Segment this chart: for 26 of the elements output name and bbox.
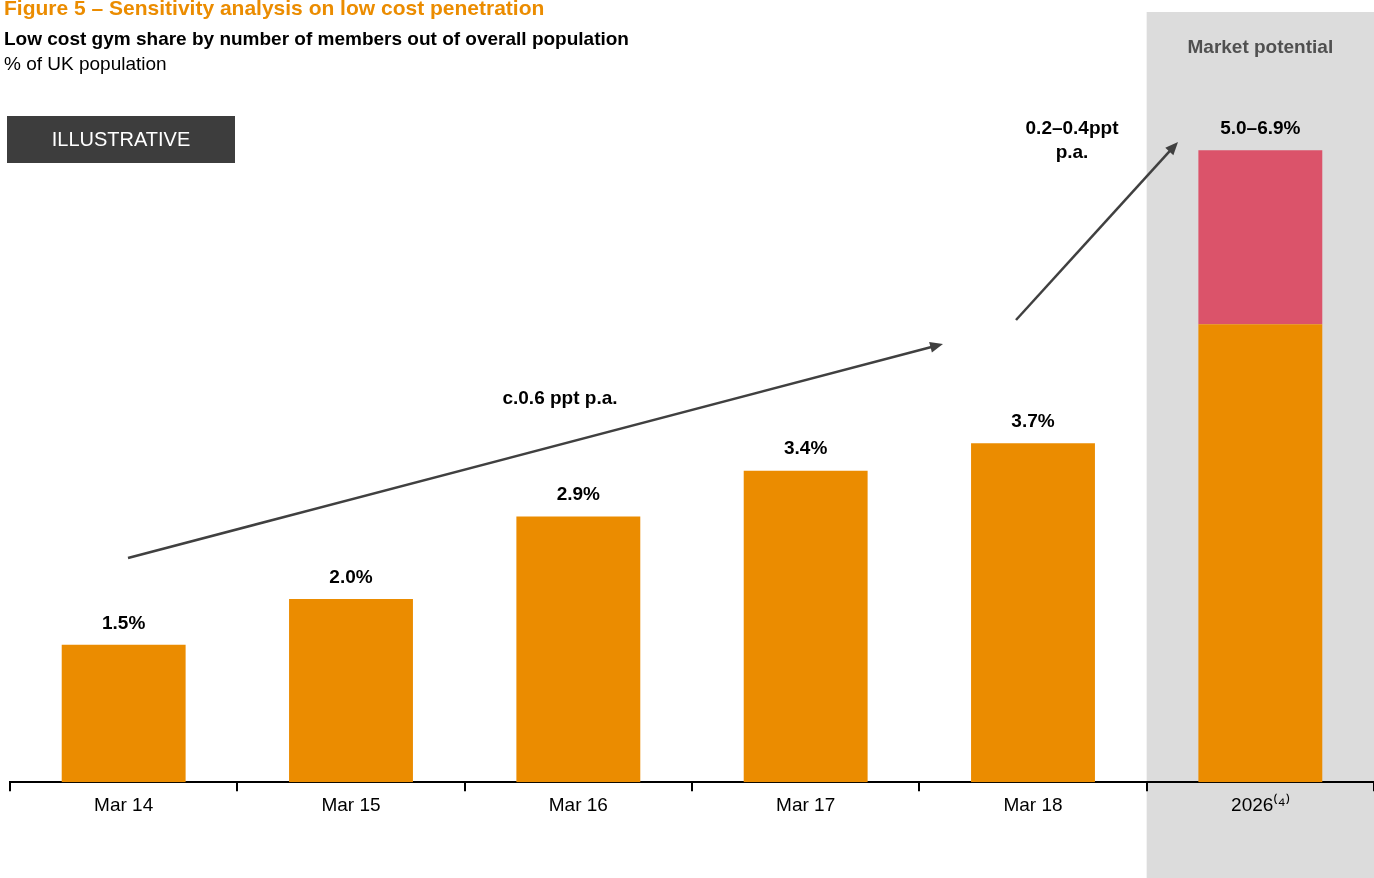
band-label: Market potential (1187, 36, 1334, 58)
x-tick-label: Mar 14 (94, 793, 154, 815)
data-label: 1.5% (102, 611, 146, 633)
x-tick-label: 2026⁽⁴⁾ (1231, 792, 1290, 815)
chart-subtitle: Low cost gym share by number of members out of overall population (4, 28, 629, 50)
bar (743, 470, 868, 783)
data-label: 3.4% (784, 437, 828, 459)
data-label: 2.0% (329, 565, 373, 587)
bar (1198, 150, 1323, 325)
x-tick-label: Mar 15 (321, 793, 381, 815)
bar (1198, 324, 1323, 783)
x-tick-label: Mar 17 (776, 793, 836, 815)
bar (289, 599, 413, 783)
bar (971, 443, 1095, 783)
total-label: 5.0–6.9% (1220, 116, 1301, 138)
bar (61, 644, 186, 783)
bar (516, 516, 641, 783)
x-tick-label: Mar 18 (1003, 793, 1063, 815)
annotation: c.0.6 ppt p.a. (501, 387, 619, 409)
tag-box: ILLUSTRATIVE (7, 116, 235, 163)
chart-title: Figure 5 – Sensitivity analysis on low cost penetration (4, 0, 545, 20)
annotation: 0.2–0.4ppt p.a. (1024, 116, 1120, 164)
x-tick-label: Mar 16 (548, 793, 608, 815)
y-axis-title: % of UK population (4, 53, 167, 75)
data-label: 2.9% (556, 483, 601, 505)
data-label: 3.7% (1011, 410, 1055, 432)
